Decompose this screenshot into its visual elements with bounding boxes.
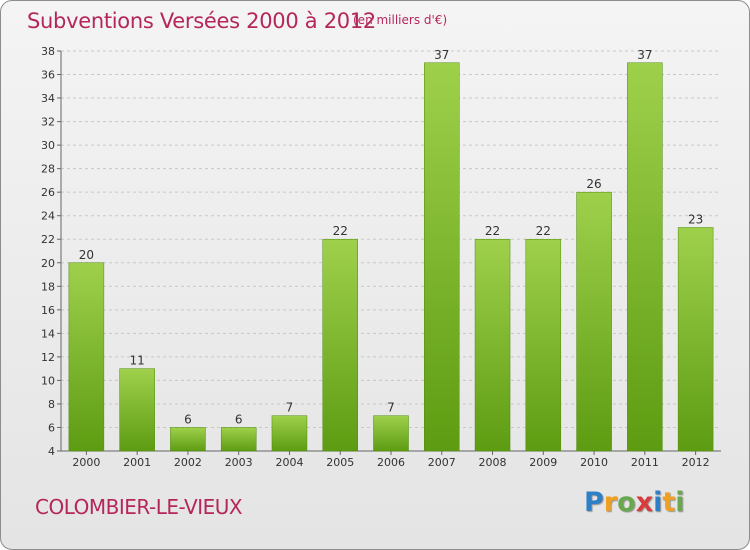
proxiti-logo[interactable]: Proxiti xyxy=(584,487,685,518)
bar-2005 xyxy=(322,238,358,452)
value-label-2006: 7 xyxy=(387,401,395,415)
bar-2004 xyxy=(271,415,308,452)
x-tick-label: 2005 xyxy=(326,456,354,469)
y-tick-label: 20 xyxy=(41,257,55,270)
value-label-2008: 22 xyxy=(485,224,500,238)
y-tick-label: 10 xyxy=(41,374,55,387)
y-tick-label: 14 xyxy=(41,327,55,340)
bar-2009 xyxy=(525,238,562,452)
labels: 2000 20 2001 11 2002 6 2003 6 2004 7 2005 22 2006 7 20… xyxy=(72,48,709,469)
logo-letter: P xyxy=(584,487,604,518)
logo-letter: i xyxy=(653,487,663,518)
value-label-2009: 22 xyxy=(536,224,551,238)
bar-2006 xyxy=(373,415,409,452)
y-tick-label: 24 xyxy=(41,210,55,223)
commune-name: COLOMBIER-LE-VIEUX xyxy=(35,495,243,519)
value-label-2005: 22 xyxy=(333,224,348,238)
y-tick-label: 6 xyxy=(48,421,55,434)
value-label-2007: 37 xyxy=(434,48,449,62)
bar-2003 xyxy=(220,427,257,452)
x-tick-label: 2001 xyxy=(123,456,151,469)
chart-unit-note: (en milliers d'€) xyxy=(353,13,448,27)
y-tick-label: 4 xyxy=(48,445,55,458)
y-tick-label: 30 xyxy=(41,139,55,152)
grid-lines xyxy=(61,50,721,428)
y-tick-label: 26 xyxy=(41,186,55,199)
y-tick-label: 32 xyxy=(41,116,55,129)
bar-2010 xyxy=(576,191,612,452)
value-label-2003: 6 xyxy=(235,412,243,426)
value-label-2012: 23 xyxy=(688,212,703,226)
value-label-2002: 6 xyxy=(184,412,192,426)
bar-2011 xyxy=(627,62,663,452)
bar-2007 xyxy=(424,62,460,452)
y-tick-label: 36 xyxy=(41,69,55,82)
y-tick-label: 12 xyxy=(41,351,55,364)
value-label-2010: 26 xyxy=(586,177,601,191)
x-tick-label: 2009 xyxy=(529,456,557,469)
value-label-2011: 37 xyxy=(637,48,652,62)
logo-letter: i xyxy=(675,487,685,518)
x-tick-label: 2006 xyxy=(377,456,405,469)
x-tick-label: 2012 xyxy=(682,456,710,469)
bar-2012 xyxy=(677,227,714,452)
chart-title: Subventions Versées 2000 à 2012 xyxy=(27,9,376,33)
y-tick-label: 16 xyxy=(41,304,55,317)
y-tick-label: 18 xyxy=(41,280,55,293)
bar-2001 xyxy=(119,368,155,452)
logo-letter: x xyxy=(635,487,654,518)
bar-2008 xyxy=(474,238,511,452)
x-tick-label: 2010 xyxy=(580,456,608,469)
value-label-2001: 11 xyxy=(130,354,145,368)
x-tick-label: 2008 xyxy=(479,456,507,469)
bar-2002 xyxy=(170,427,206,452)
bar-2000 xyxy=(68,262,105,452)
y-tick-label: 38 xyxy=(41,45,55,58)
x-tick-label: 2004 xyxy=(275,456,303,469)
x-tick-label: 2000 xyxy=(72,456,100,469)
y-tick-label: 34 xyxy=(41,92,55,105)
y-tick-label: 28 xyxy=(41,163,55,176)
x-tick-label: 2011 xyxy=(631,456,659,469)
logo-letter: o xyxy=(617,487,636,518)
logo-letter: r xyxy=(603,487,618,518)
logo-letter: t xyxy=(662,487,676,518)
y-tick-label: 22 xyxy=(41,233,55,246)
x-tick-label: 2007 xyxy=(428,456,456,469)
value-label-2000: 20 xyxy=(79,248,94,262)
x-tick-label: 2003 xyxy=(225,456,253,469)
bars xyxy=(68,62,714,452)
x-tick-label: 2002 xyxy=(174,456,202,469)
y-tick-label: 8 xyxy=(48,398,55,411)
value-label-2004: 7 xyxy=(286,401,294,415)
